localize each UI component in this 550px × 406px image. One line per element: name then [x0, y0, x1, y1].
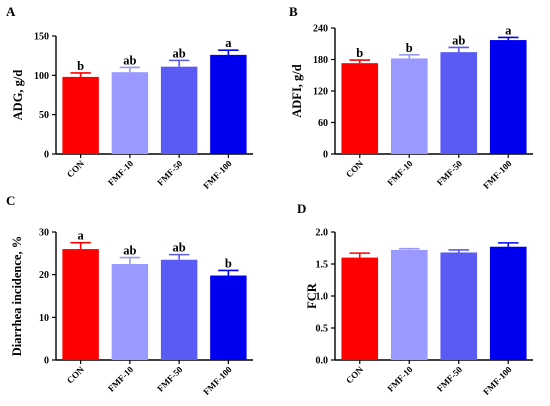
- y-tick-label: 60: [318, 118, 328, 129]
- y-tick-label: 50: [39, 110, 49, 121]
- significance-label: a: [505, 23, 512, 37]
- panel-letter: B: [289, 4, 298, 19]
- bar-fmf-10: [111, 72, 149, 154]
- significance-label: a: [225, 36, 232, 50]
- y-axis-label: ADFI, g/d: [290, 64, 304, 118]
- significance-label: b: [77, 59, 84, 73]
- significance-label: b: [225, 256, 232, 270]
- bar-fmf-10: [111, 264, 149, 360]
- x-tick-label: CON: [65, 158, 87, 180]
- y-tick-label: 0: [44, 150, 49, 161]
- significance-label: b: [356, 46, 363, 60]
- x-tick-label: FMF-50: [435, 158, 465, 188]
- y-tick-label: 100: [34, 71, 49, 82]
- significance-label: a: [78, 229, 85, 243]
- y-axis-label: ADG, g/d: [11, 70, 25, 121]
- x-tick-label: FMF-100: [201, 158, 234, 191]
- y-tick-label: 150: [34, 32, 49, 43]
- bar-fmf-100: [210, 275, 247, 360]
- y-tick-label: 0.0: [316, 356, 329, 367]
- x-tick-label: FMF-50: [435, 364, 465, 394]
- chart-panel-d: D FCR 0.0 0.5 1.0 1.5 2.0 CON FMF-10 FMF-50 FMF-10…: [297, 201, 533, 397]
- y-tick-label: 20: [39, 270, 49, 281]
- bar-fmf-100: [489, 246, 527, 360]
- significance-label: ab: [173, 46, 186, 60]
- bar-con: [341, 257, 379, 360]
- significance-label: ab: [173, 241, 186, 255]
- panel-letter: D: [297, 201, 306, 216]
- x-tick-label: FMF-10: [385, 364, 415, 394]
- y-tick-label: 30: [39, 228, 49, 239]
- x-tick-label: CON: [344, 158, 366, 180]
- x-tick-label: FMF-100: [201, 364, 234, 397]
- significance-label: b: [406, 41, 413, 55]
- x-tick-label: FMF-100: [481, 364, 514, 397]
- y-axis-label: Diarrhea incidence, %: [10, 236, 24, 356]
- bar-fmf-100: [489, 40, 527, 155]
- x-tick-label: FMF-10: [106, 364, 136, 394]
- bar-con: [62, 249, 99, 360]
- bar-fmf-50: [440, 52, 478, 154]
- y-tick-label: 120: [313, 87, 328, 98]
- panel-letter: A: [6, 4, 16, 19]
- x-tick-label: FMF-10: [385, 158, 415, 188]
- significance-label: ab: [452, 33, 465, 47]
- y-tick-label: 10: [39, 313, 49, 324]
- bar-fmf-50: [160, 259, 198, 360]
- y-axis-label: FCR: [305, 282, 319, 309]
- chart-panel-a: A ADG, g/d 0 50 100 150 b CON ab FMF-10 ab FMF-50 a F…: [6, 4, 253, 191]
- panel-letter: C: [6, 193, 15, 208]
- chart-panel-b: B ADFI, g/d 0 60 120 180 240 b CON b FMF-10 ab FMF-5…: [289, 4, 533, 191]
- x-tick-label: FMF-10: [106, 158, 136, 188]
- y-tick-label: 0.5: [316, 324, 329, 335]
- bar-con: [62, 76, 99, 154]
- y-tick-label: 240: [313, 24, 328, 35]
- x-tick-label: FMF-50: [155, 158, 185, 188]
- chart-panel-c: C Diarrhea incidence, % 0 10 20 30 a CON ab FMF-1…: [6, 193, 253, 397]
- x-tick-label: CON: [65, 364, 87, 386]
- bar-fmf-50: [160, 66, 198, 154]
- x-tick-label: FMF-100: [481, 158, 514, 191]
- y-tick-label: 1.0: [316, 292, 329, 303]
- y-tick-label: 0: [323, 150, 328, 161]
- bar-con: [341, 63, 379, 154]
- bar-fmf-10: [390, 58, 428, 155]
- y-tick-label: 1.5: [316, 260, 329, 271]
- y-tick-label: 0: [44, 356, 49, 367]
- x-tick-label: CON: [344, 364, 366, 386]
- bar-fmf-100: [210, 54, 247, 154]
- bar-fmf-10: [390, 249, 428, 360]
- significance-label: ab: [123, 53, 136, 67]
- x-tick-label: FMF-50: [155, 364, 185, 394]
- bar-fmf-50: [440, 252, 478, 360]
- y-tick-label: 2.0: [316, 228, 329, 239]
- y-tick-label: 180: [313, 55, 328, 66]
- significance-label: ab: [123, 244, 136, 258]
